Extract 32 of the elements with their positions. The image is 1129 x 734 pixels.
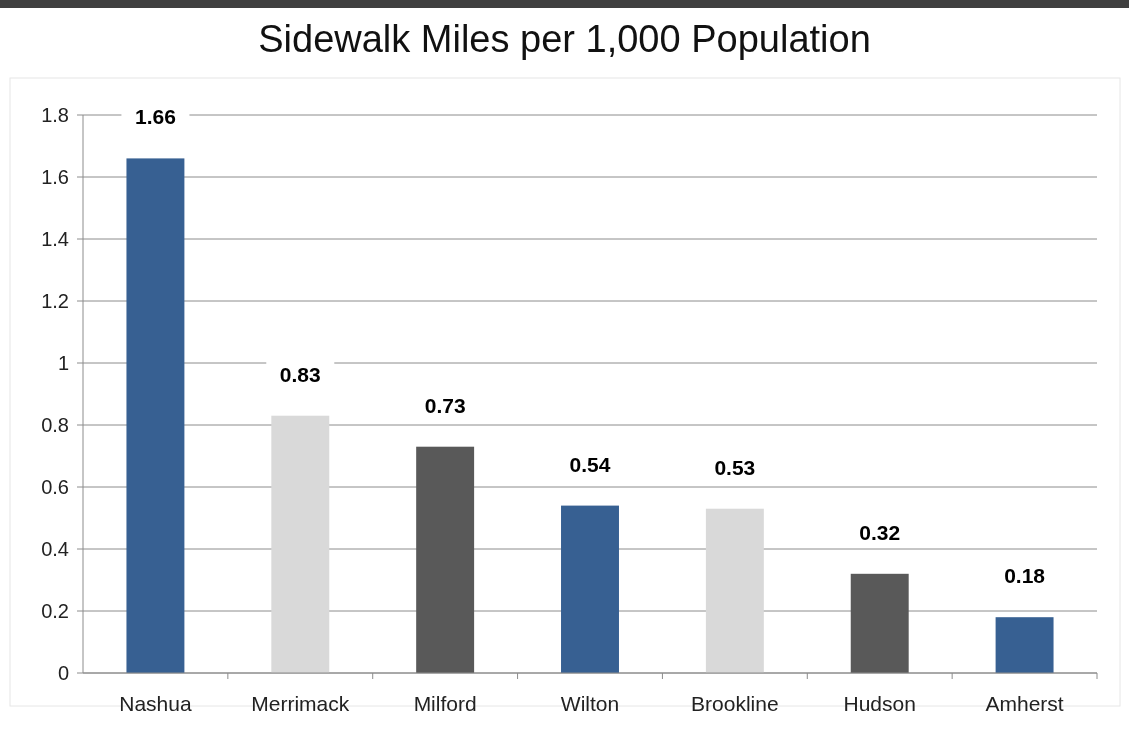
y-tick-label: 1.8	[41, 104, 69, 126]
y-tick-label: 0.8	[41, 414, 69, 436]
bar	[271, 415, 330, 673]
data-label: 0.53	[714, 455, 756, 479]
y-tick-label: 0	[57, 662, 69, 684]
bar	[126, 158, 185, 673]
bar	[850, 573, 909, 673]
x-tick-label: Hudson	[843, 692, 916, 715]
x-tick-label: Wilton	[560, 692, 620, 715]
x-tick-label: Nashua	[119, 692, 192, 715]
data-label: 0.54	[569, 452, 611, 476]
x-tick-label: Merrimack	[251, 692, 350, 715]
y-tick-label: 0.2	[41, 600, 69, 622]
bar	[561, 505, 619, 673]
y-tick-label: 1.4	[41, 228, 69, 250]
chart-title: Sidewalk Miles per 1,000 Population	[258, 18, 871, 60]
data-label: 0.18	[1004, 564, 1046, 588]
y-tick-label: 1.2	[41, 290, 69, 312]
bar	[995, 617, 1054, 673]
data-label: 1.66	[134, 105, 176, 129]
y-tick-label: 1	[57, 352, 69, 374]
y-tick-label: 0.6	[41, 476, 69, 498]
data-label: 0.32	[859, 520, 901, 544]
y-tick-label: 1.6	[41, 166, 69, 188]
x-tick-label: Amherst	[985, 692, 1064, 715]
x-tick-label: Brookline	[691, 692, 779, 715]
y-tick-label: 0.4	[41, 538, 69, 560]
x-tick-label: Milford	[413, 692, 477, 715]
bar	[416, 446, 475, 673]
data-label: 0.73	[424, 393, 466, 417]
data-label: 0.83	[279, 362, 321, 386]
bar	[705, 508, 764, 673]
